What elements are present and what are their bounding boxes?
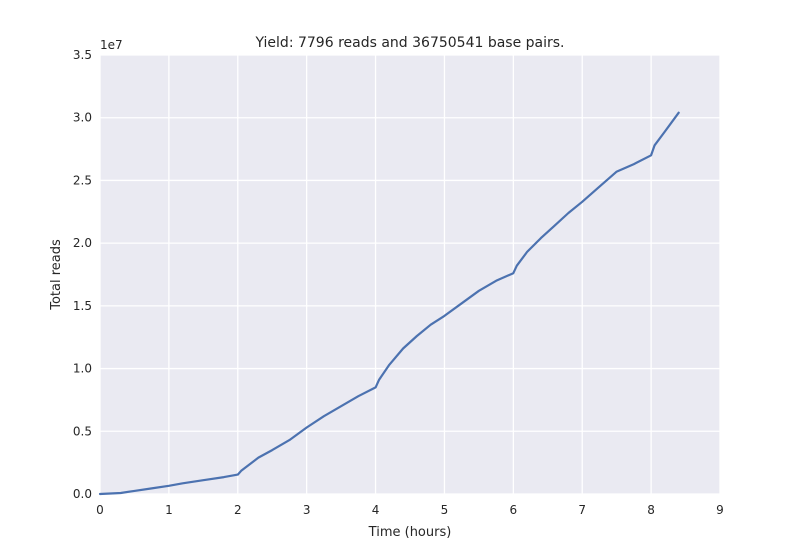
x-tick-label: 4 xyxy=(372,503,380,517)
y-gridlines xyxy=(100,54,720,495)
x-tick-label: 9 xyxy=(716,503,724,517)
y-offset-label: 1e7 xyxy=(100,38,123,52)
y-tick-label: 3.0 xyxy=(73,111,92,125)
y-tick-labels: 0.0 0.5 1.0 1.5 2.0 2.5 3.0 3.5 xyxy=(73,48,92,501)
series-layer xyxy=(98,111,680,496)
x-tick-label: 2 xyxy=(234,503,242,517)
y-tick-label: 2.0 xyxy=(73,236,92,250)
x-tick-labels: 0 1 2 3 4 5 6 7 8 9 xyxy=(96,503,724,517)
series-line xyxy=(98,111,680,496)
x-tick-label: 8 xyxy=(647,503,655,517)
y-tick-label: 3.5 xyxy=(73,48,92,62)
chart-title: Yield: 7796 reads and 36750541 base pair… xyxy=(254,35,564,51)
x-tick-label: 5 xyxy=(441,503,449,517)
y-tick-label: 0.0 xyxy=(73,487,92,501)
x-tick-label: 7 xyxy=(578,503,586,517)
x-axis-label: Time (hours) xyxy=(368,525,452,540)
y-tick-label: 2.5 xyxy=(73,173,92,187)
x-tick-label: 1 xyxy=(165,503,173,517)
y-tick-label: 0.5 xyxy=(73,424,92,438)
x-tick-label: 6 xyxy=(510,503,518,517)
x-tick-label: 3 xyxy=(303,503,311,517)
x-tick-label: 0 xyxy=(96,503,104,517)
x-gridlines xyxy=(99,55,721,494)
plot-area xyxy=(100,55,720,494)
y-tick-label: 1.5 xyxy=(73,299,92,313)
y-axis-label: Total reads xyxy=(49,239,64,311)
y-tick-label: 1.0 xyxy=(73,362,92,376)
